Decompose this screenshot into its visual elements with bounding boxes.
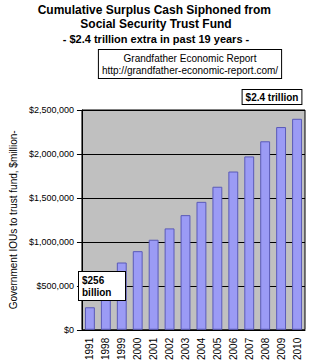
- svg-text:Cumulative Surplus Cash Siphon: Cumulative Surplus Cash Siphoned from: [38, 3, 275, 17]
- svg-text:2000: 2000: [132, 337, 143, 360]
- svg-text:2007: 2007: [244, 337, 255, 360]
- svg-text:2002: 2002: [164, 337, 175, 360]
- svg-text:$500,000: $500,000: [36, 281, 74, 291]
- svg-text:$0: $0: [64, 325, 74, 335]
- svg-text:2001: 2001: [148, 337, 159, 360]
- svg-text:2009: 2009: [276, 337, 287, 360]
- svg-text:2006: 2006: [228, 337, 239, 360]
- svg-text:2010: 2010: [292, 337, 303, 360]
- svg-text:2005: 2005: [212, 337, 223, 360]
- svg-text:1991: 1991: [84, 337, 95, 360]
- svg-text:$2,500,000: $2,500,000: [29, 105, 74, 115]
- svg-text:$256: $256: [82, 275, 107, 286]
- svg-text:$2,000,000: $2,000,000: [29, 149, 74, 159]
- svg-text:2003: 2003: [180, 337, 191, 360]
- svg-text:billion: billion: [82, 287, 111, 298]
- svg-text:1998: 1998: [100, 337, 111, 360]
- svg-text:$1,000,000: $1,000,000: [29, 237, 74, 247]
- svg-text:- $2.4 trillion extra in past: - $2.4 trillion extra in past 19 years -: [63, 33, 250, 45]
- svg-text:2008: 2008: [260, 337, 271, 360]
- svg-text:Government IOUs to trust fund,: Government IOUs to trust fund, $million-: [8, 130, 19, 309]
- svg-text:$1,500,000: $1,500,000: [29, 193, 74, 203]
- svg-text:$2.4 trillion: $2.4 trillion: [246, 92, 299, 103]
- svg-text:http://grandfather-economic-re: http://grandfather-economic-report.com/: [102, 65, 278, 76]
- svg-text:Grandfather Economic Report: Grandfather Economic Report: [124, 53, 257, 64]
- svg-text:Social Security Trust Fund: Social Security Trust Fund: [80, 17, 231, 31]
- svg-text:1999: 1999: [116, 337, 127, 360]
- svg-text:2004: 2004: [196, 337, 207, 360]
